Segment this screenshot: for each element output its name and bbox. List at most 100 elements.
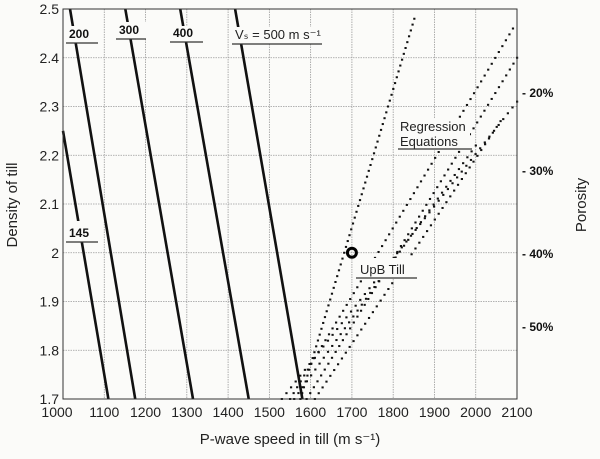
regression-dot xyxy=(336,275,339,278)
regression-dot xyxy=(343,251,346,254)
regression-dot xyxy=(414,221,417,224)
regression-lines xyxy=(280,17,519,400)
regression-dot xyxy=(490,97,493,100)
regression-dot xyxy=(480,149,483,152)
regression-dot xyxy=(441,206,444,209)
regression-dot xyxy=(331,327,334,330)
regression-dot xyxy=(352,321,355,324)
regression-dot xyxy=(322,321,325,324)
regression-dot xyxy=(349,327,352,330)
regression-dot xyxy=(335,339,338,342)
regression-dot xyxy=(486,103,490,106)
y-tick-label: 1.7 xyxy=(40,391,60,407)
regression-dot xyxy=(339,263,342,266)
regression-dot xyxy=(324,339,327,342)
regression-dot xyxy=(396,252,399,255)
regression-dot xyxy=(299,374,302,377)
regression-dot xyxy=(472,92,476,95)
regression-dot xyxy=(332,286,335,289)
regression-dot xyxy=(375,305,378,308)
regression-dot xyxy=(474,144,477,147)
regression-dot xyxy=(343,327,347,330)
regression-dot xyxy=(320,345,324,348)
regression-dot xyxy=(450,162,453,165)
vs-line xyxy=(178,8,251,400)
regression-dot xyxy=(341,339,345,342)
regression-dot xyxy=(391,227,394,230)
regression-dot xyxy=(436,197,439,200)
regression-dot xyxy=(419,221,423,224)
regression-dot xyxy=(392,87,395,90)
regression-dot xyxy=(392,256,395,259)
regression-dot xyxy=(430,162,433,165)
regression-dot xyxy=(483,109,486,112)
regression-dot xyxy=(369,164,372,166)
regression-dot xyxy=(322,356,325,359)
regression-dot xyxy=(329,298,332,301)
regression-dot xyxy=(331,344,334,347)
regression-dot xyxy=(315,345,318,348)
regression-dot xyxy=(368,287,371,290)
regression-dot xyxy=(490,62,493,65)
regression-dot xyxy=(340,322,343,325)
regression-dot xyxy=(416,186,419,189)
vs-line-label: 400 xyxy=(173,26,193,40)
regression-dot xyxy=(363,303,366,306)
regression-dot xyxy=(379,299,382,302)
regression-dot xyxy=(333,369,336,372)
regression-dot xyxy=(402,244,406,247)
regression-dot xyxy=(465,103,469,106)
regression-dot xyxy=(348,234,351,237)
regression-dot xyxy=(299,380,302,383)
regression-dot xyxy=(464,172,467,175)
regression-dot xyxy=(437,151,440,153)
regression-dot xyxy=(472,127,475,130)
regression-dot xyxy=(373,285,376,288)
upb-till-point xyxy=(345,246,358,259)
regression-dot xyxy=(396,250,399,253)
vs-line-label: 300 xyxy=(119,23,139,37)
regression-dot xyxy=(294,380,297,383)
regression-dot xyxy=(451,182,454,185)
x-tick-label: 2100 xyxy=(501,404,532,420)
regression-dot xyxy=(470,150,473,153)
regression-dot xyxy=(312,386,315,389)
regression-dot xyxy=(501,80,504,83)
label-box xyxy=(170,26,203,42)
label-box xyxy=(116,22,146,39)
porosity-tick-label: - 40% xyxy=(522,247,554,261)
regression-dot xyxy=(457,150,461,153)
regression-dot xyxy=(415,227,418,230)
regression-dot xyxy=(395,76,398,79)
y-tick-label: 2.5 xyxy=(40,1,60,17)
regression-dot xyxy=(437,212,440,215)
regression-dot xyxy=(346,240,349,243)
regression-dot xyxy=(511,106,514,109)
regression-dot xyxy=(414,228,417,231)
regression-dot xyxy=(344,351,347,354)
regression-dot xyxy=(393,82,397,85)
regression-dot xyxy=(356,315,359,318)
porosity-tick-label: - 50% xyxy=(522,320,554,334)
regression-dot xyxy=(445,201,448,204)
regression-dot xyxy=(457,168,461,171)
regression-dot xyxy=(316,380,319,383)
regression-dot xyxy=(458,115,462,118)
regression-dot xyxy=(378,134,381,137)
regression-dot xyxy=(336,363,340,366)
regression-dot xyxy=(376,140,379,143)
regression-dot xyxy=(421,209,424,212)
regression-dot xyxy=(494,56,497,59)
regression-dot xyxy=(494,92,497,95)
x-tick-label: 1700 xyxy=(336,404,367,420)
regression-dot xyxy=(350,228,353,231)
upb-till-label: UpB Till xyxy=(360,262,405,277)
regression-dot xyxy=(367,169,370,172)
regression-dot xyxy=(403,239,406,242)
regression-dot xyxy=(292,392,295,395)
regression-dot xyxy=(512,62,515,65)
regression-dot xyxy=(511,27,515,30)
regression-dot xyxy=(488,135,491,138)
vs-line-label: 200 xyxy=(69,27,89,41)
regression-dot xyxy=(388,233,391,236)
